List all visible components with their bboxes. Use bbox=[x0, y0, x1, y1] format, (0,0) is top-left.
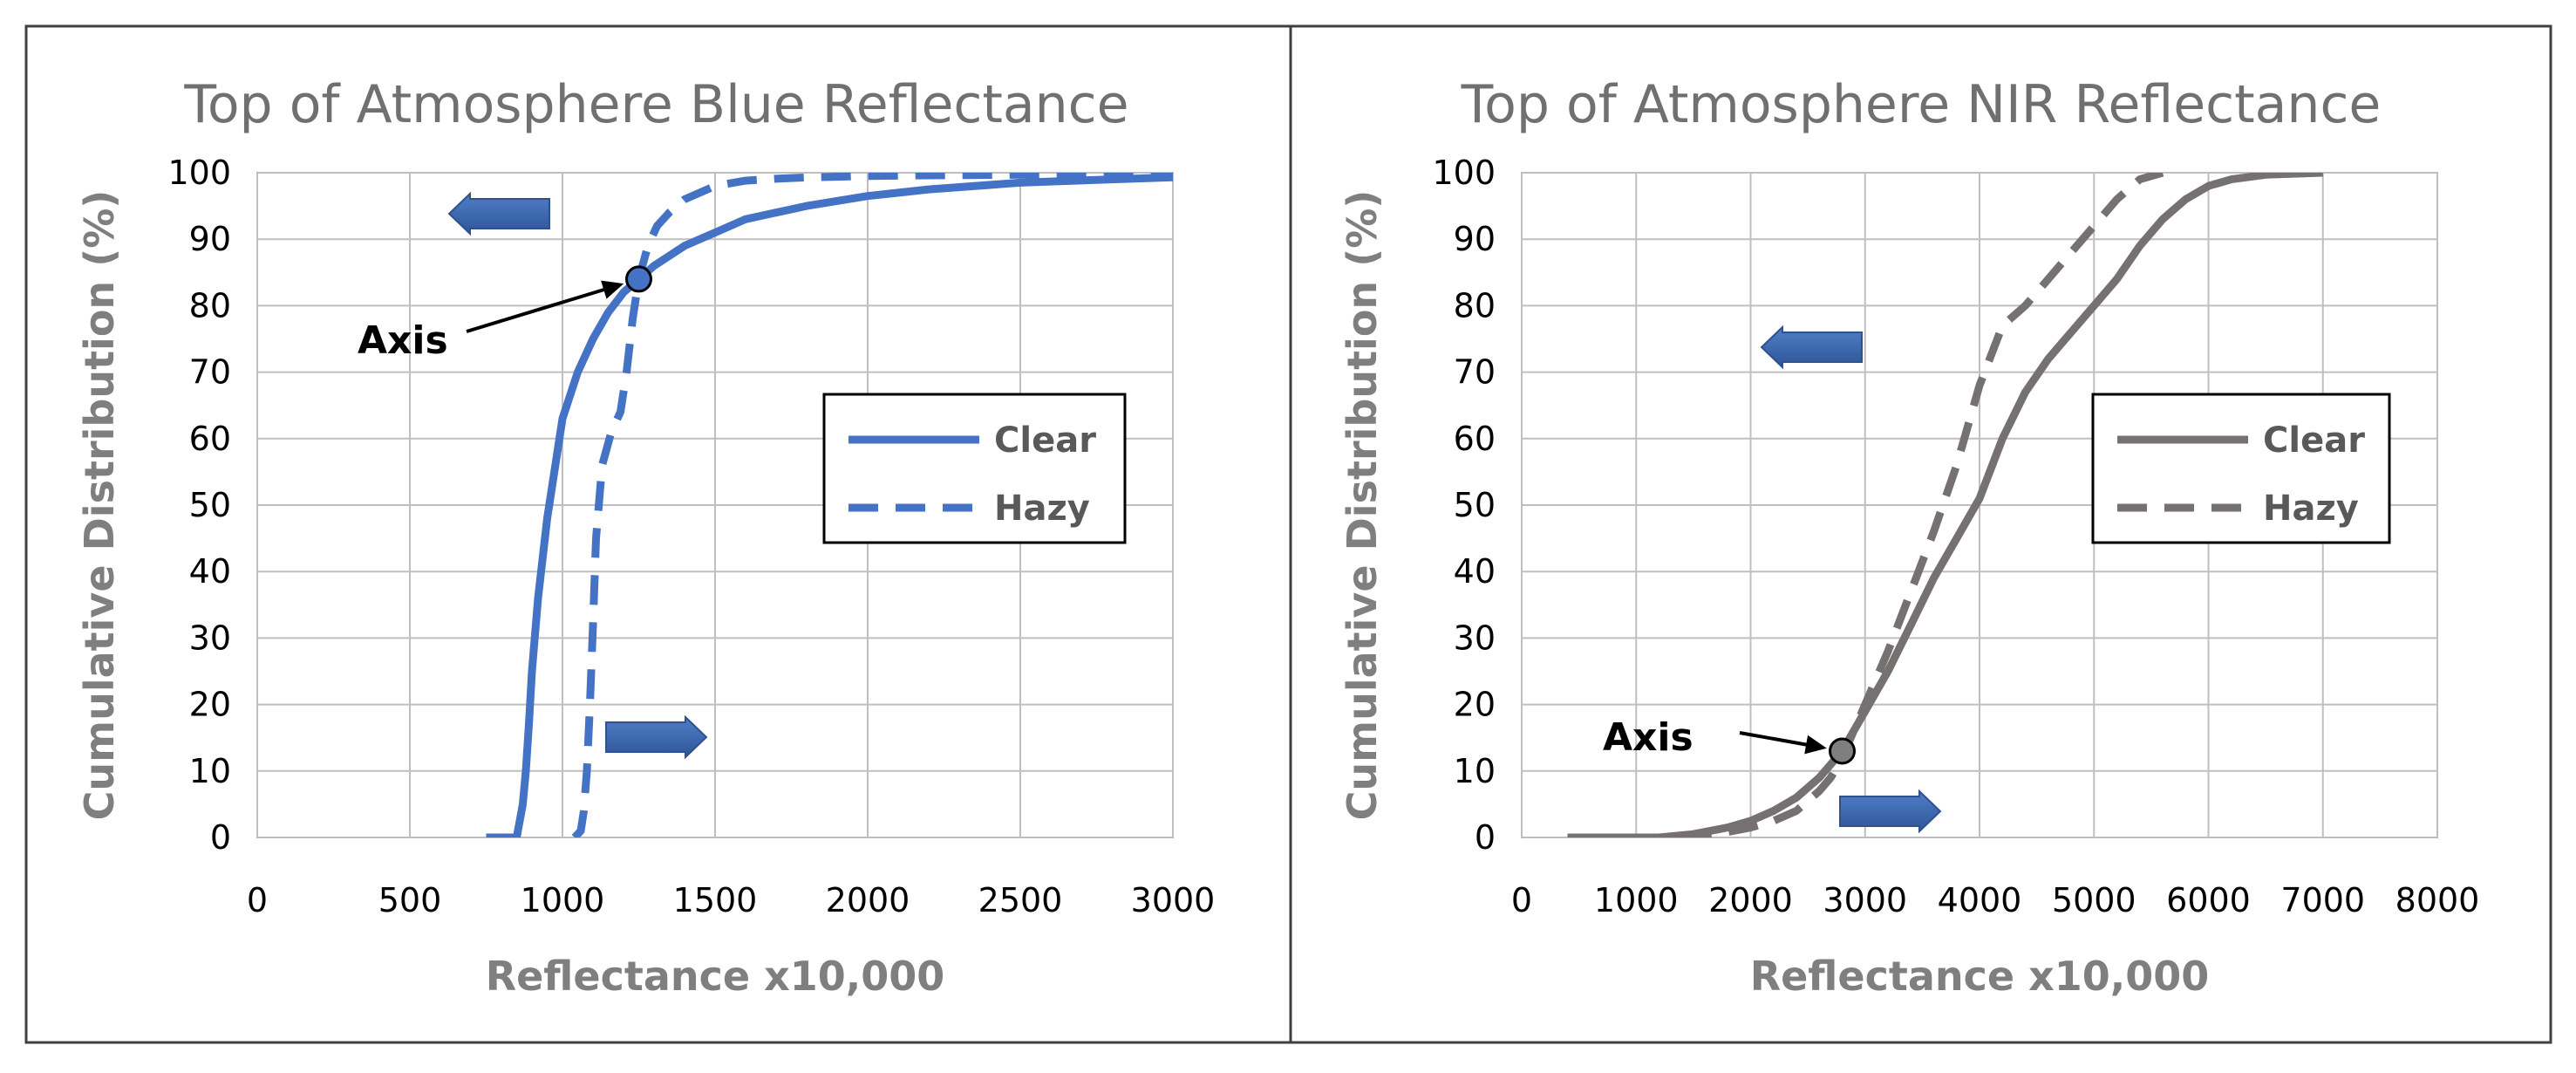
x-tick-label: 3000 bbox=[1823, 881, 1907, 919]
series-lines bbox=[486, 173, 1173, 837]
x-tick-label: 0 bbox=[1511, 881, 1532, 919]
x-tick-label: 2500 bbox=[978, 881, 1063, 919]
y-tick-label: 10 bbox=[1454, 752, 1496, 790]
x-tick-labels: 0 500 1000 1500 2000 2500 3000 bbox=[247, 881, 1215, 919]
series-lines bbox=[1567, 173, 2323, 837]
annotation: Axis bbox=[358, 265, 652, 363]
x-tick-label: 1000 bbox=[521, 881, 605, 919]
x-axis-label: Reflectance x10,000 bbox=[486, 953, 945, 1000]
legend-label-hazy: Hazy bbox=[994, 489, 1090, 529]
chart-title: Top of Atmosphere Blue Reflectance bbox=[183, 74, 1128, 135]
annotation-label: Axis bbox=[1603, 715, 1693, 760]
y-tick-label: 40 bbox=[1454, 552, 1496, 591]
arrow-right-icon bbox=[1839, 789, 1942, 834]
series-hazy-line bbox=[571, 173, 1173, 837]
y-tick-label: 0 bbox=[1475, 818, 1496, 857]
series-clear-line bbox=[1567, 173, 2323, 837]
y-tick-label: 100 bbox=[167, 154, 231, 192]
y-tick-label: 90 bbox=[189, 220, 231, 258]
shift-arrows bbox=[1760, 325, 1942, 834]
x-tick-label: 3000 bbox=[1131, 881, 1216, 919]
y-tick-label: 40 bbox=[189, 552, 231, 591]
annotation: Axis bbox=[1603, 715, 1856, 765]
arrow-left-icon bbox=[447, 191, 550, 236]
x-tick-label: 1500 bbox=[673, 881, 758, 919]
series-hazy-line bbox=[1681, 173, 2164, 837]
x-tick-label: 0 bbox=[247, 881, 268, 919]
y-tick-label: 80 bbox=[1454, 286, 1496, 325]
y-tick-label: 100 bbox=[1432, 154, 1496, 192]
legend-label-clear: Clear bbox=[994, 420, 1096, 461]
legend: Clear Hazy bbox=[822, 393, 1127, 544]
arrow-left-icon bbox=[1760, 325, 1863, 370]
y-tick-label: 70 bbox=[1454, 353, 1496, 392]
y-tick-label: 20 bbox=[189, 686, 231, 724]
legend-box bbox=[822, 393, 1127, 544]
annotation-arrowhead bbox=[1804, 735, 1827, 755]
y-tick-label: 30 bbox=[189, 619, 231, 657]
x-axis-label: Reflectance x10,000 bbox=[1750, 953, 2210, 1000]
legend-label-hazy: Hazy bbox=[2263, 489, 2359, 529]
y-tick-labels: 0 10 20 30 40 50 60 70 80 90 100 bbox=[167, 154, 231, 857]
series-clear-line bbox=[486, 173, 1173, 837]
y-tick-label: 20 bbox=[1454, 686, 1496, 724]
y-tick-label: 50 bbox=[1454, 486, 1496, 524]
x-tick-label: 4000 bbox=[1938, 881, 2022, 919]
annotation-pointer bbox=[1739, 731, 1812, 748]
annotation-arrowhead bbox=[601, 280, 624, 299]
x-tick-label: 500 bbox=[378, 881, 442, 919]
legend: Clear Hazy bbox=[2091, 393, 2391, 544]
arrow-right-icon bbox=[605, 714, 708, 760]
chart-blue-reflectance: Top of Atmosphere Blue Reflectance 0 10 20… bbox=[76, 74, 1215, 1000]
x-tick-label: 2000 bbox=[826, 881, 910, 919]
y-axis-label: Cumulative Distribution (%) bbox=[1339, 190, 1386, 821]
legend-label-clear: Clear bbox=[2263, 420, 2365, 461]
y-tick-label: 70 bbox=[189, 353, 231, 392]
legend-box bbox=[2091, 393, 2391, 544]
annotation-pointer bbox=[466, 286, 610, 333]
chart-nir-reflectance: Top of Atmosphere NIR Reflectance 0 10 20 3… bbox=[1339, 74, 2479, 1000]
y-tick-labels: 0 10 20 30 40 50 60 70 80 90 100 bbox=[1432, 154, 1496, 857]
y-axis-label: Cumulative Distribution (%) bbox=[76, 190, 123, 821]
x-tick-label: 8000 bbox=[2395, 881, 2480, 919]
x-tick-label: 6000 bbox=[2166, 881, 2251, 919]
y-tick-label: 10 bbox=[189, 752, 231, 790]
shift-arrows bbox=[447, 191, 708, 760]
annotation-label: Axis bbox=[358, 318, 448, 363]
y-tick-label: 60 bbox=[1454, 420, 1496, 458]
x-tick-label: 7000 bbox=[2280, 881, 2365, 919]
y-tick-label: 50 bbox=[189, 486, 231, 524]
axis-marker bbox=[625, 265, 652, 293]
y-tick-label: 60 bbox=[189, 420, 231, 458]
y-tick-label: 0 bbox=[210, 818, 231, 857]
y-tick-label: 90 bbox=[1454, 220, 1496, 258]
x-tick-label: 2000 bbox=[1708, 881, 1793, 919]
x-tick-label: 5000 bbox=[2052, 881, 2136, 919]
chart-title: Top of Atmosphere NIR Reflectance bbox=[1461, 74, 2382, 135]
y-tick-label: 30 bbox=[1454, 619, 1496, 657]
y-tick-label: 80 bbox=[189, 286, 231, 325]
x-tick-labels: 0 1000 2000 3000 4000 5000 6000 7000 8000 bbox=[1511, 881, 2479, 919]
x-tick-label: 1000 bbox=[1594, 881, 1679, 919]
axis-marker bbox=[1829, 737, 1856, 765]
